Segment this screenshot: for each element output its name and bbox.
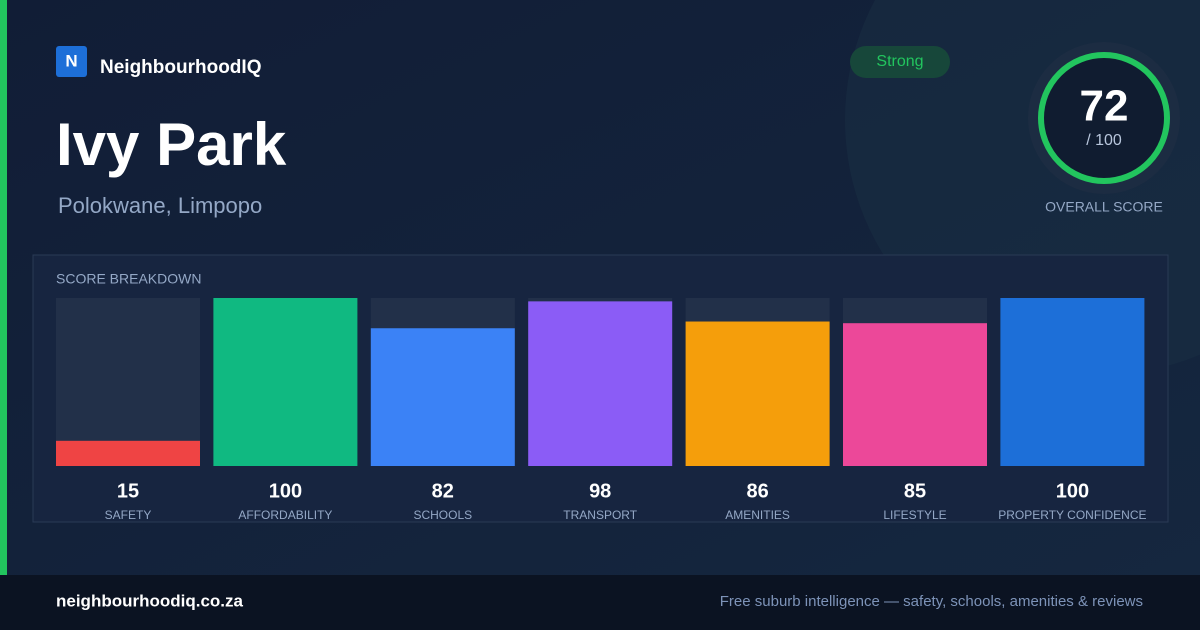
suburb-title: Ivy Park	[56, 111, 287, 178]
category-label: AFFORDABILITY	[238, 508, 332, 522]
value-label: 98	[589, 480, 611, 502]
value-label: 15	[117, 480, 139, 502]
logo-box	[56, 46, 87, 77]
footer-site: neighbourhoodiq.co.za	[56, 591, 244, 610]
footer-bar	[0, 575, 1200, 630]
bar	[528, 301, 673, 466]
rating-text: Strong	[876, 53, 923, 70]
chart-title: SCORE BREAKDOWN	[56, 271, 201, 287]
category-label: SCHOOLS	[413, 508, 472, 522]
bar	[56, 440, 200, 466]
footer-tagline: Free suburb intelligence — safety, schoo…	[720, 593, 1143, 610]
category-label: SAFETY	[105, 508, 152, 522]
value-label: 85	[904, 480, 926, 502]
category-label: AMENITIES	[725, 508, 790, 522]
overall-max: / 100	[1086, 132, 1122, 149]
score-ring	[1038, 52, 1170, 184]
value-label: 100	[1056, 480, 1089, 502]
bars: 15 SAFETY 100 AFFORDABILITY 82 SCHOOLS 98 TRANS…	[56, 298, 1147, 522]
category-label: LIFESTYLE	[883, 508, 946, 522]
rating-badge	[850, 46, 950, 78]
brand-name: NeighbourhoodIQ	[100, 57, 261, 78]
bar	[685, 321, 830, 466]
overall-label: OVERALL SCORE	[1045, 199, 1163, 215]
value-label: 86	[746, 480, 768, 502]
bar-track	[56, 298, 200, 466]
bar	[1000, 298, 1145, 466]
value-label: 82	[432, 480, 454, 502]
category-label: TRANSPORT	[563, 508, 637, 522]
logo-letter: N	[65, 51, 77, 70]
bar	[843, 323, 987, 466]
category-label: PROPERTY CONFIDENCE	[998, 508, 1146, 522]
accent-stripe	[0, 0, 7, 575]
bar	[213, 298, 358, 466]
overall-score: 72	[1080, 82, 1129, 131]
location: Polokwane, Limpopo	[58, 193, 262, 218]
value-label: 100	[269, 480, 302, 502]
bar	[370, 328, 515, 466]
